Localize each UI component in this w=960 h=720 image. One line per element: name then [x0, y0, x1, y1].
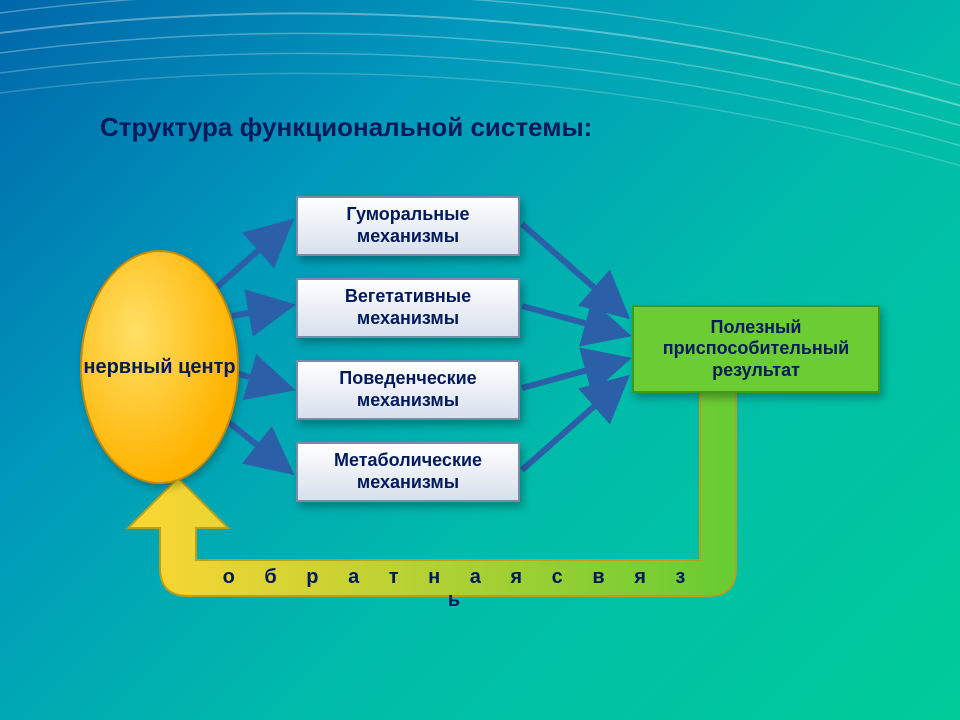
slide: Структура функциональной системы: нервны…	[0, 0, 960, 720]
node-nerve-center-label: нервный центр	[83, 356, 235, 379]
node-mech-metabolic: Метаболические механизмы	[296, 442, 520, 502]
node-mech-behavioral-label: Поведенческие механизмы	[298, 368, 518, 411]
node-mech-humoral-label: Гуморальные механизмы	[298, 204, 518, 247]
node-mech-vegetative-label: Вегетативные механизмы	[298, 286, 518, 329]
node-mech-humoral: Гуморальные механизмы	[296, 196, 520, 256]
slide-title: Структура функциональной системы:	[100, 112, 592, 143]
decorative-swoosh	[0, 0, 960, 200]
node-result: Полезный приспособительный результат	[632, 305, 880, 393]
node-result-label: Полезный приспособительный результат	[634, 317, 878, 382]
node-mech-behavioral: Поведенческие механизмы	[296, 360, 520, 420]
node-nerve-center: нервный центр	[80, 250, 239, 484]
node-mech-metabolic-label: Метаболические механизмы	[298, 450, 518, 493]
feedback-label: о б р а т н а я с в я з ь	[210, 566, 710, 612]
node-mech-vegetative: Вегетативные механизмы	[296, 278, 520, 338]
